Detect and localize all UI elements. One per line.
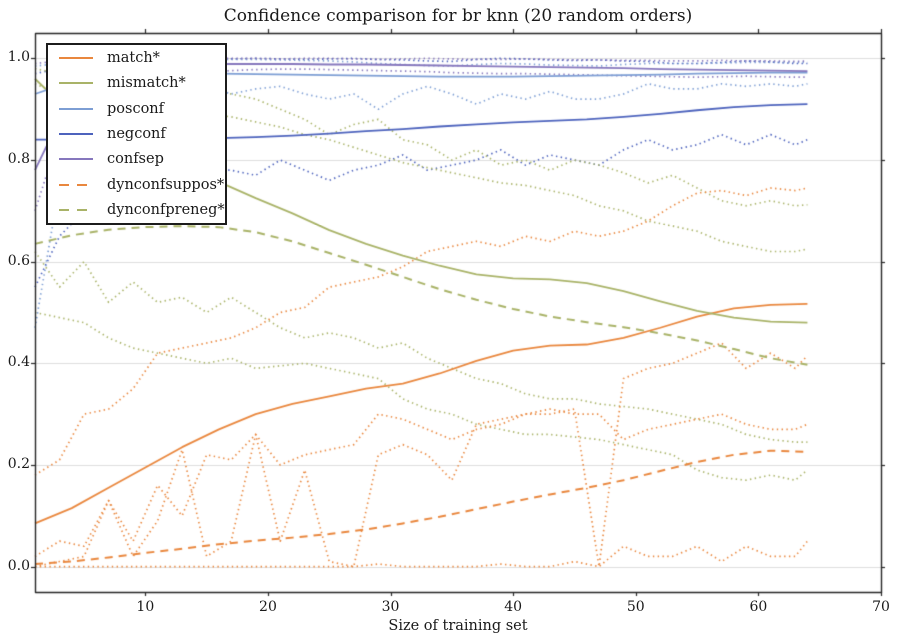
- x-tick-label: 20: [259, 599, 277, 615]
- legend-line-sample: [59, 183, 93, 186]
- legend-item-negconf: negconf: [48, 121, 225, 146]
- legend-label: dynconfsuppos*: [107, 176, 225, 193]
- legend-item-posconf: posconf: [48, 96, 225, 121]
- legend-line-sample: [59, 209, 93, 212]
- legend-item-dynconfsuppos: dynconfsuppos*: [48, 172, 225, 197]
- legend-label: mismatch*: [107, 75, 186, 92]
- legend-label: dynconfpreneg*: [107, 202, 225, 219]
- x-tick-label: 10: [136, 599, 155, 615]
- legend-line-sample: [59, 158, 93, 161]
- legend-item-dynconfpreneg: dynconfpreneg*: [48, 198, 225, 223]
- legend-label: posconf: [107, 100, 165, 117]
- x-axis-label: Size of training set: [388, 618, 528, 634]
- legend-line-sample: [59, 132, 93, 135]
- x-tick-label: 60: [749, 599, 768, 615]
- legend-label: match*: [107, 49, 160, 66]
- legend-line-sample: [59, 82, 93, 85]
- legend: match* mismatch* posconf negconf confsep…: [46, 43, 227, 225]
- x-tick-label: 70: [872, 599, 890, 615]
- x-tick-label: 40: [504, 599, 523, 615]
- x-tick-label: 30: [381, 599, 400, 615]
- y-tick-label: 0.6: [7, 252, 30, 269]
- x-tick-label: 50: [626, 599, 645, 615]
- legend-line-sample: [59, 107, 93, 110]
- legend-label: negconf: [107, 125, 166, 142]
- y-tick-label: 0.2: [7, 455, 30, 472]
- legend-line-sample: [59, 56, 93, 59]
- y-tick-label: 0.8: [7, 151, 30, 168]
- y-tick-label: 0.0: [7, 557, 30, 574]
- legend-label: confsep: [107, 151, 164, 168]
- y-tick-label: 1.0: [7, 49, 30, 66]
- legend-item-match: match*: [48, 45, 225, 70]
- chart-title: Confidence comparison for br knn (20 ran…: [223, 6, 693, 26]
- y-tick-label: 0.4: [7, 354, 30, 371]
- legend-item-mismatch: mismatch*: [48, 70, 225, 95]
- legend-item-confsep: confsep: [48, 147, 225, 172]
